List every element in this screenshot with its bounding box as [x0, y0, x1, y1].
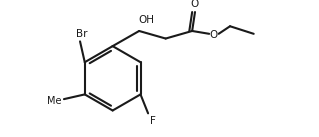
Text: Me: Me	[47, 96, 62, 106]
Text: OH: OH	[139, 15, 155, 25]
Text: F: F	[150, 116, 156, 126]
Text: Br: Br	[76, 29, 88, 39]
Text: O: O	[190, 0, 198, 9]
Text: O: O	[210, 30, 218, 40]
